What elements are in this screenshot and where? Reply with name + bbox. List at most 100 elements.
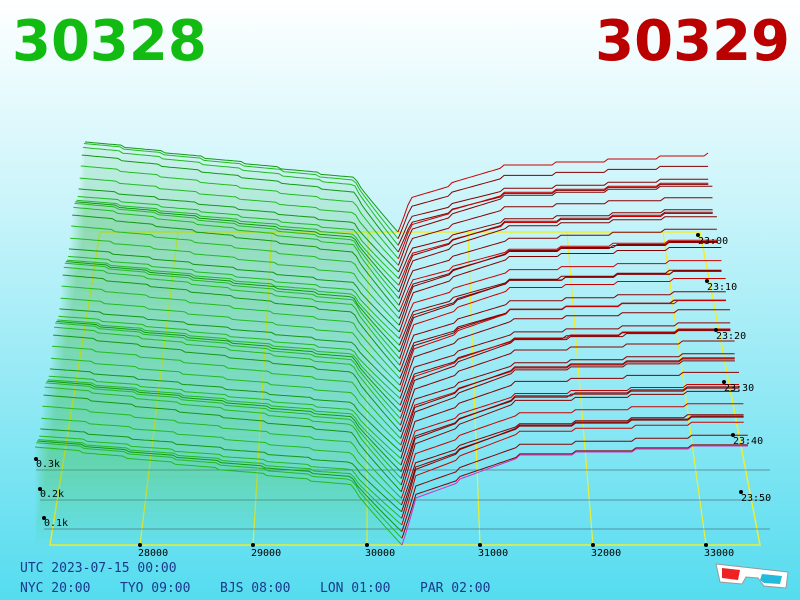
ask-curve	[398, 209, 713, 279]
ask-curve	[400, 357, 735, 452]
bid-curve	[64, 262, 400, 359]
bid-curve	[82, 146, 399, 246]
ask-curve	[397, 182, 709, 259]
bid-curve	[58, 315, 401, 399]
tick-dot	[591, 543, 595, 547]
ask-price: 30329	[595, 9, 790, 74]
zone-time: BJS 08:00	[220, 581, 290, 596]
time-label: 23:00	[698, 236, 728, 247]
tick-dot	[731, 433, 735, 437]
bid-curve	[60, 297, 401, 386]
depth-curves	[34, 141, 748, 546]
bid-curve	[63, 266, 401, 366]
ask-curve	[400, 386, 740, 486]
ask-curve	[400, 360, 735, 459]
ask-curve	[400, 371, 739, 466]
tick-dot	[365, 543, 369, 547]
tick-dot	[696, 233, 700, 237]
price-label: 30000	[365, 548, 395, 559]
ask-curve	[398, 247, 722, 333]
bid-curve	[75, 201, 400, 293]
axis-labels: 28000 29000 30000 31000 32000 33000 0.3k 0.2k 0.…	[34, 233, 771, 559]
bid-curve	[41, 417, 402, 506]
ask-curve	[400, 390, 740, 492]
price-grid-line	[139, 231, 179, 546]
zone-time: LON 01:00	[320, 581, 390, 596]
bid-curve	[59, 308, 401, 393]
bid-curve	[39, 435, 402, 519]
depth-label: 0.2k	[40, 489, 64, 500]
bid-curve	[78, 188, 399, 273]
price-label: 33000	[704, 548, 734, 559]
ask-curve	[398, 242, 718, 319]
bid-curve	[67, 255, 400, 339]
price-label: 28000	[138, 548, 168, 559]
tick-dot	[42, 516, 46, 520]
bid-curve	[49, 368, 402, 453]
bid-curve	[62, 274, 401, 373]
bid-curve	[43, 394, 402, 493]
tick-dot	[704, 543, 708, 547]
bid-curve	[38, 439, 403, 526]
ask-curve	[399, 270, 722, 359]
ask-curve	[401, 414, 744, 506]
zone-time: PAR 02:00	[420, 581, 490, 596]
bid-curve	[42, 405, 402, 499]
price-grid-line	[467, 231, 481, 546]
ask-curve	[400, 403, 744, 499]
ask-curve	[398, 211, 713, 293]
bid-curve	[81, 154, 399, 253]
bid-curve	[56, 320, 401, 413]
time-zones: NYC 20:00 TYO 09:00 BJS 08:00 LON 01:00 PAR …	[20, 581, 490, 596]
bid-price: 30328	[12, 9, 207, 74]
ask-curve	[400, 353, 735, 439]
3d-glasses-icon	[715, 563, 789, 589]
ask-curve	[398, 213, 713, 286]
tick-dot	[34, 457, 38, 461]
bid-curve	[45, 382, 402, 479]
zone-time: NYC 20:00	[20, 581, 90, 596]
ask-curve	[398, 228, 717, 306]
ask-curve	[398, 241, 718, 326]
bid-curve	[79, 177, 399, 266]
ask-curve	[397, 183, 709, 253]
bid-curve	[34, 446, 403, 546]
ask-curve	[399, 278, 726, 366]
bid-curve	[72, 214, 400, 313]
ask-curve	[397, 178, 709, 246]
ask-curve	[398, 260, 722, 339]
ask-curve	[400, 340, 735, 432]
bid-curve	[68, 248, 400, 333]
ask-curve	[401, 444, 748, 539]
utc-time: UTC 2023-07-15 00:00	[20, 561, 177, 576]
bid-curve	[37, 440, 403, 533]
bid-curve	[44, 386, 402, 486]
floor-frame	[49, 231, 761, 546]
price-grid-line	[252, 231, 273, 546]
ask-curve	[399, 300, 726, 392]
bid-curve	[80, 165, 399, 259]
bid-curve	[54, 326, 401, 426]
tick-dot	[138, 543, 142, 547]
tick-dot	[705, 279, 709, 283]
ask-curve	[401, 421, 744, 526]
price-label: 31000	[478, 548, 508, 559]
ask-curve	[398, 197, 713, 273]
bid-curve	[61, 285, 401, 379]
bid-curve	[71, 225, 400, 319]
ask-curve	[399, 330, 731, 426]
ask-curve	[398, 216, 717, 299]
bid-curve	[83, 143, 399, 239]
bid-curve	[48, 375, 402, 459]
ask-curve	[399, 322, 731, 406]
bid-curve	[53, 334, 401, 433]
bid-curve	[50, 357, 402, 446]
depth-label: 0.3k	[36, 459, 60, 470]
bid-curve	[36, 442, 403, 539]
tick-dot	[722, 380, 726, 384]
bid-curve	[66, 259, 400, 346]
time-label: 23:50	[741, 493, 771, 504]
bid-curve	[65, 261, 400, 353]
